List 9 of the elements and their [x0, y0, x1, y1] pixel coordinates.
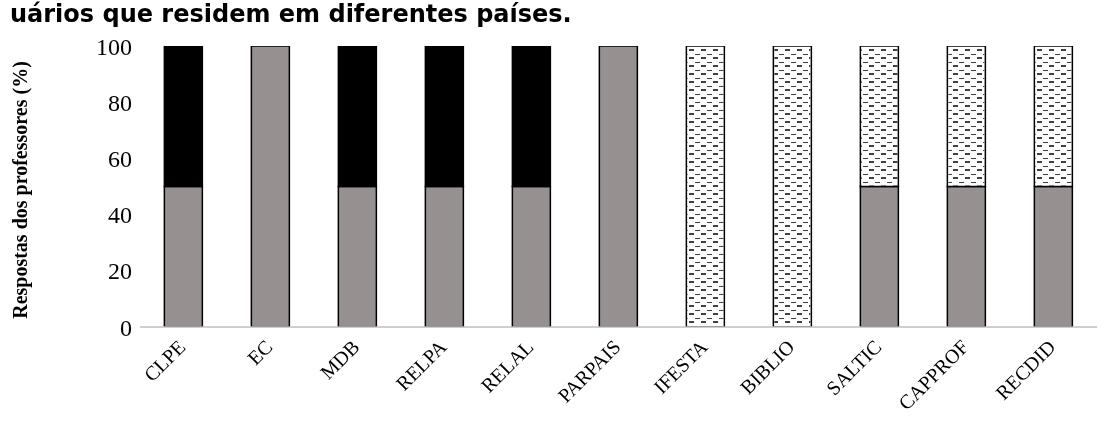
y-tick-label: 0 [120, 314, 132, 341]
y-axis-title: Respostas dos professores (%) [8, 61, 32, 319]
y-tick-label: 80 [108, 89, 132, 116]
y-tick-label: 60 [108, 145, 132, 172]
x-tick-label: EC [242, 335, 277, 370]
y-tick-label: 40 [108, 202, 132, 229]
y-tick-label: 20 [108, 258, 132, 285]
chart-title: uários que residem em diferentes países. [9, 0, 573, 28]
y-tick-label: 100 [96, 33, 132, 60]
